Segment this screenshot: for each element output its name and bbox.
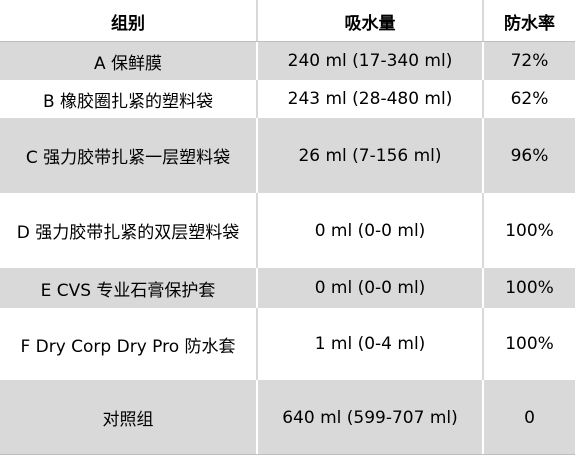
cell-absorption: 0 ml (0-0 ml) <box>258 268 484 308</box>
table-row: E CVS 专业石膏保护套 0 ml (0-0 ml) 100% <box>0 268 575 308</box>
cell-rate: 100% <box>484 308 575 380</box>
cell-group: E CVS 专业石膏保护套 <box>0 268 258 308</box>
header-group: 组别 <box>0 0 258 42</box>
cell-absorption: 240 ml (17-340 ml) <box>258 42 484 80</box>
header-rate: 防水率 <box>484 0 575 42</box>
cell-absorption: 26 ml (7-156 ml) <box>258 118 484 193</box>
cell-group: F Dry Corp Dry Pro 防水套 <box>0 308 258 380</box>
cell-rate: 96% <box>484 118 575 193</box>
cell-rate: 62% <box>484 80 575 118</box>
table-row: B 橡胶圈扎紧的塑料袋 243 ml (28-480 ml) 62% <box>0 80 575 118</box>
cell-absorption: 243 ml (28-480 ml) <box>258 80 484 118</box>
cell-rate: 100% <box>484 193 575 268</box>
table-row: A 保鲜膜 240 ml (17-340 ml) 72% <box>0 42 575 80</box>
header-divider <box>0 41 575 42</box>
table-row: D 强力胶带扎紧的双层塑料袋 0 ml (0-0 ml) 100% <box>0 193 575 268</box>
table-row: 对照组 640 ml (599-707 ml) 0 <box>0 380 575 455</box>
cell-group: D 强力胶带扎紧的双层塑料袋 <box>0 193 258 268</box>
cell-rate: 72% <box>484 42 575 80</box>
cell-group: B 橡胶圈扎紧的塑料袋 <box>0 80 258 118</box>
cell-absorption: 640 ml (599-707 ml) <box>258 380 484 455</box>
cell-rate: 0 <box>484 380 575 455</box>
table-row: F Dry Corp Dry Pro 防水套 1 ml (0-4 ml) 100… <box>0 308 575 380</box>
cell-group: A 保鲜膜 <box>0 42 258 80</box>
cell-rate: 100% <box>484 268 575 308</box>
header-absorption: 吸水量 <box>258 0 484 42</box>
cell-group: C 强力胶带扎紧一层塑料袋 <box>0 118 258 193</box>
table-row: C 强力胶带扎紧一层塑料袋 26 ml (7-156 ml) 96% <box>0 118 575 193</box>
cell-absorption: 0 ml (0-0 ml) <box>258 193 484 268</box>
table-header-row: 组别 吸水量 防水率 <box>0 0 575 42</box>
cell-absorption: 1 ml (0-4 ml) <box>258 308 484 380</box>
cell-group: 对照组 <box>0 380 258 455</box>
